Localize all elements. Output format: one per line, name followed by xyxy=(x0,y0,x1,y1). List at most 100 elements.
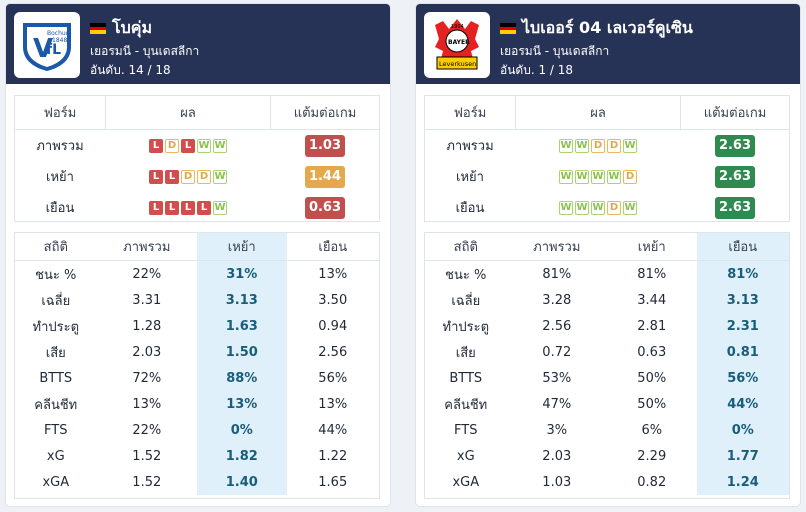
stat-home: 3.44 xyxy=(637,292,667,308)
away-header: เยือน xyxy=(696,233,789,260)
stat-row: FTS 3% 6% 0% xyxy=(425,417,789,443)
stat-overall: 22% xyxy=(132,266,162,282)
stat-home: 50% xyxy=(637,370,667,386)
form-result-pill[interactable]: D xyxy=(197,169,211,184)
form-result-pill[interactable]: W xyxy=(591,200,605,215)
stat-row: เฉลี่ย 3.31 3.13 3.50 xyxy=(15,287,379,313)
form-table: ฟอร์ม ผล แต้มต่อเกม ภาพรวม W W D D W 2.63 เหย้า… xyxy=(424,95,790,222)
stat-row: เสีย 0.72 0.63 0.81 xyxy=(425,339,789,365)
form-result-pill[interactable]: W xyxy=(213,169,227,184)
stat-row: ชนะ % 81% 81% 81% xyxy=(425,261,789,287)
vfl-bochum-logo-icon[interactable]: V fL Bochum 1848 xyxy=(14,12,80,78)
svg-text:Bochum: Bochum xyxy=(47,30,72,37)
stat-overall: 0.72 xyxy=(542,344,572,360)
stat-label: BTTS xyxy=(449,370,483,386)
stat-overall: 47% xyxy=(542,396,572,412)
form-result-pill[interactable]: W xyxy=(575,138,589,153)
stat-row: ทำประตู 2.56 2.81 2.31 xyxy=(425,313,789,339)
stat-overall: 53% xyxy=(542,370,572,386)
league-rank: อันดับ. 1 / 18 xyxy=(500,63,574,77)
form-result-pill[interactable]: D xyxy=(591,138,605,153)
stat-away: 44% xyxy=(318,422,348,438)
stat-away: 44% xyxy=(696,391,789,417)
form-result-pill[interactable]: L xyxy=(149,138,163,153)
stat-row: ทำประตู 1.28 1.63 0.94 xyxy=(15,313,379,339)
form-result-pill[interactable]: W xyxy=(591,169,605,184)
team-name[interactable]: โบคุ่ม xyxy=(112,18,152,37)
stat-away: 1.22 xyxy=(318,448,348,464)
form-result-pill[interactable]: D xyxy=(607,138,621,153)
stat-home: 0.82 xyxy=(637,474,667,490)
stat-row: xGA 1.52 1.40 1.65 xyxy=(15,469,379,495)
form-result-pill[interactable]: L xyxy=(149,200,163,215)
stat-label: xGA xyxy=(452,474,480,490)
form-row: เหย้า L L D D W 1.44 xyxy=(15,161,379,192)
result-header: ผล xyxy=(105,96,271,129)
ppg-badge: 0.63 xyxy=(304,196,346,219)
form-result-pill[interactable]: W xyxy=(559,169,573,184)
stat-overall: 22% xyxy=(132,422,162,438)
stat-away: 1.65 xyxy=(318,474,348,490)
stat-row: ชนะ % 22% 31% 13% xyxy=(15,261,379,287)
stat-home: 81% xyxy=(637,266,667,282)
form-result-pill[interactable]: W xyxy=(213,138,227,153)
form-result-pill[interactable]: W xyxy=(575,200,589,215)
stat-away: 3.13 xyxy=(696,287,789,313)
stat-row: xG 1.52 1.82 1.22 xyxy=(15,443,379,469)
stat-row: xGA 1.03 0.82 1.24 xyxy=(425,469,789,495)
stat-overall: 1.03 xyxy=(542,474,572,490)
stat-home: 3.13 xyxy=(197,287,287,313)
svg-text:1904: 1904 xyxy=(451,24,464,30)
stat-row: เสีย 2.03 1.50 2.56 xyxy=(15,339,379,365)
form-result-pill[interactable]: L xyxy=(181,200,195,215)
form-result-pill[interactable]: W xyxy=(213,200,227,215)
form-result-pill[interactable]: L xyxy=(197,200,211,215)
stats-table: สถิติ ภาพรวม เหย้า เยือน ชนะ % 81% 81% 81% เ… xyxy=(424,232,790,499)
germany-flag-icon xyxy=(500,23,516,34)
stat-home: 2.81 xyxy=(637,318,667,334)
stat-overall: 1.52 xyxy=(132,474,162,490)
stat-away: 2.56 xyxy=(318,344,348,360)
svg-text:1848: 1848 xyxy=(52,37,67,44)
stat-label: เฉลี่ย xyxy=(41,293,71,309)
team-name[interactable]: ไบเออร์ 04 เลเวอร์คูเซิน xyxy=(522,18,693,37)
form-result-pill[interactable]: W xyxy=(559,138,573,153)
stat-away: 56% xyxy=(696,365,789,391)
form-result-pill[interactable]: D xyxy=(623,169,637,184)
bayer-leverkusen-logo-icon[interactable]: Leverkusen BAYER 1904 xyxy=(424,12,490,78)
stat-overall: 72% xyxy=(132,370,162,386)
form-table: ฟอร์ม ผล แต้มต่อเกม ภาพรวม L D L W W 1.03 เหย้า… xyxy=(14,95,380,222)
form-row-label: ภาพรวม xyxy=(446,139,494,154)
league-name[interactable]: เยอรมนี - บุนเดสลีกา xyxy=(500,44,610,58)
form-result-pill[interactable]: D xyxy=(165,138,179,153)
form-result-pill[interactable]: D xyxy=(181,169,195,184)
form-result-pill[interactable]: L xyxy=(165,169,179,184)
team-header: Leverkusen BAYER 1904 ไบเออร์ 04 เลเวอร์… xyxy=(416,4,800,84)
league-name[interactable]: เยอรมนี - บุนเดสลีกา xyxy=(90,44,200,58)
stat-row: เฉลี่ย 3.28 3.44 3.13 xyxy=(425,287,789,313)
form-result-pill[interactable]: W xyxy=(607,169,621,184)
form-result-pill[interactable]: L xyxy=(181,138,195,153)
svg-text:V: V xyxy=(33,34,53,64)
form-result-pill[interactable]: L xyxy=(149,169,163,184)
stat-label: เสีย xyxy=(455,345,476,361)
form-result-pill[interactable]: W xyxy=(197,138,211,153)
stat-away: 13% xyxy=(318,396,348,412)
form-row: ภาพรวม L D L W W 1.03 xyxy=(15,130,379,161)
form-result-pill[interactable]: W xyxy=(559,200,573,215)
stat-home: 31% xyxy=(197,261,287,287)
form-result-pill[interactable]: W xyxy=(623,138,637,153)
ppg-cell: 2.63 xyxy=(681,130,789,161)
form-result-pill[interactable]: W xyxy=(575,169,589,184)
form-result-pill[interactable]: W xyxy=(623,200,637,215)
form-result-pill[interactable]: L xyxy=(165,200,179,215)
form-result-pill[interactable]: D xyxy=(607,200,621,215)
league-rank: อันดับ. 14 / 18 xyxy=(90,63,171,77)
stat-label: ชนะ % xyxy=(445,267,487,283)
